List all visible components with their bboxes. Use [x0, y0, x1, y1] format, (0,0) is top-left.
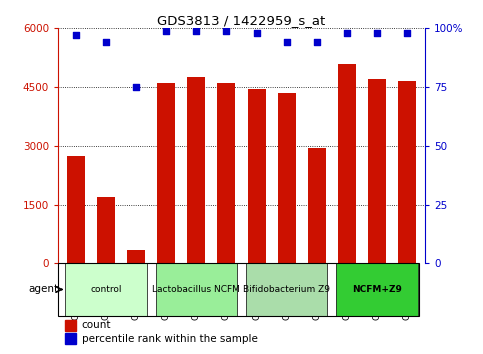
Point — [72, 33, 80, 38]
Bar — [65, 333, 76, 344]
Bar — [336, 263, 417, 315]
Bar — [278, 93, 296, 263]
Bar — [308, 148, 326, 263]
Bar — [398, 81, 416, 263]
Bar — [368, 79, 386, 263]
Point — [132, 84, 140, 90]
Point — [283, 40, 290, 45]
Title: GDS3813 / 1422959_s_at: GDS3813 / 1422959_s_at — [157, 14, 326, 27]
Text: agent: agent — [28, 285, 58, 295]
Bar — [127, 250, 145, 263]
Bar — [65, 320, 76, 331]
Bar — [66, 263, 147, 315]
Bar — [97, 197, 115, 263]
Point — [102, 40, 110, 45]
Text: percentile rank within the sample: percentile rank within the sample — [82, 334, 258, 344]
Bar — [157, 83, 175, 263]
Point — [403, 30, 411, 36]
Text: count: count — [82, 320, 111, 330]
Bar — [247, 89, 266, 263]
Text: NCFM+Z9: NCFM+Z9 — [352, 285, 402, 294]
Point — [223, 28, 230, 34]
Bar — [67, 156, 85, 263]
Point — [373, 30, 381, 36]
Text: Lactobacillus NCFM: Lactobacillus NCFM — [153, 285, 241, 294]
Bar — [156, 263, 237, 315]
Point — [253, 30, 260, 36]
Text: control: control — [90, 285, 122, 294]
Point — [193, 28, 200, 34]
Text: Bifidobacterium Z9: Bifidobacterium Z9 — [243, 285, 330, 294]
Point — [162, 28, 170, 34]
Bar — [338, 64, 356, 263]
Bar — [246, 263, 327, 315]
Point — [343, 30, 351, 36]
Bar — [187, 77, 205, 263]
Bar — [217, 83, 236, 263]
Point — [313, 40, 321, 45]
